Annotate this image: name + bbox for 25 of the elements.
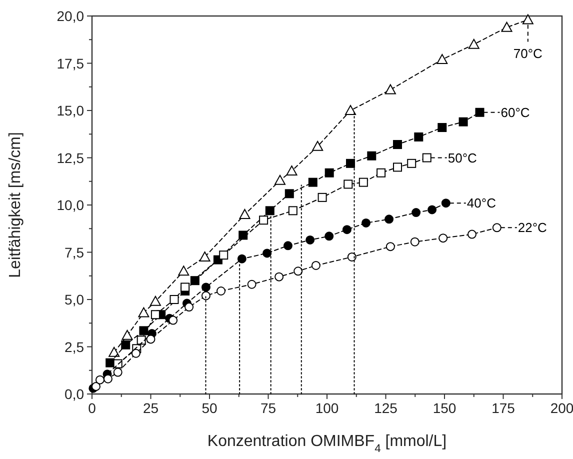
x-tick-label: 200 xyxy=(550,400,573,416)
x-tick-label: 75 xyxy=(260,400,276,416)
x-tick-label: 175 xyxy=(492,400,516,416)
y-tick-label: 17,5 xyxy=(56,55,84,72)
x-tick-label: 100 xyxy=(315,400,339,416)
x-tick-label: 25 xyxy=(142,400,159,416)
legend-label: 60°C xyxy=(500,104,530,120)
y-axis-title: Leitfähigkeit [ms/cm] xyxy=(7,132,24,278)
x-tick-label: 50 xyxy=(202,400,218,416)
x-tick-label: 150 xyxy=(432,400,456,416)
y-tick-label: 20,0 xyxy=(56,8,84,24)
y-tick-label: 5,0 xyxy=(64,292,84,308)
y-tick-label: 10,0 xyxy=(56,197,84,213)
legend-label: 50°C xyxy=(448,150,477,166)
x-tick-label: 0 xyxy=(88,400,96,416)
x-axis-title: Konzentration OMIMBF$_{4}$ [mmol/L] xyxy=(207,433,447,455)
y-tick-label: 0,0 xyxy=(64,386,84,402)
y-tick-label: 15,0 xyxy=(56,102,84,118)
x-tick-label: 125 xyxy=(374,400,398,416)
y-tick-label: 2,5 xyxy=(64,338,84,355)
legend-label: 40°C xyxy=(466,196,496,211)
y-tick-label: 7,5 xyxy=(64,244,84,260)
legend-label: 22°C xyxy=(518,220,547,236)
y-tick-label: 12,5 xyxy=(56,150,84,166)
series-label: 70°C xyxy=(513,46,542,61)
